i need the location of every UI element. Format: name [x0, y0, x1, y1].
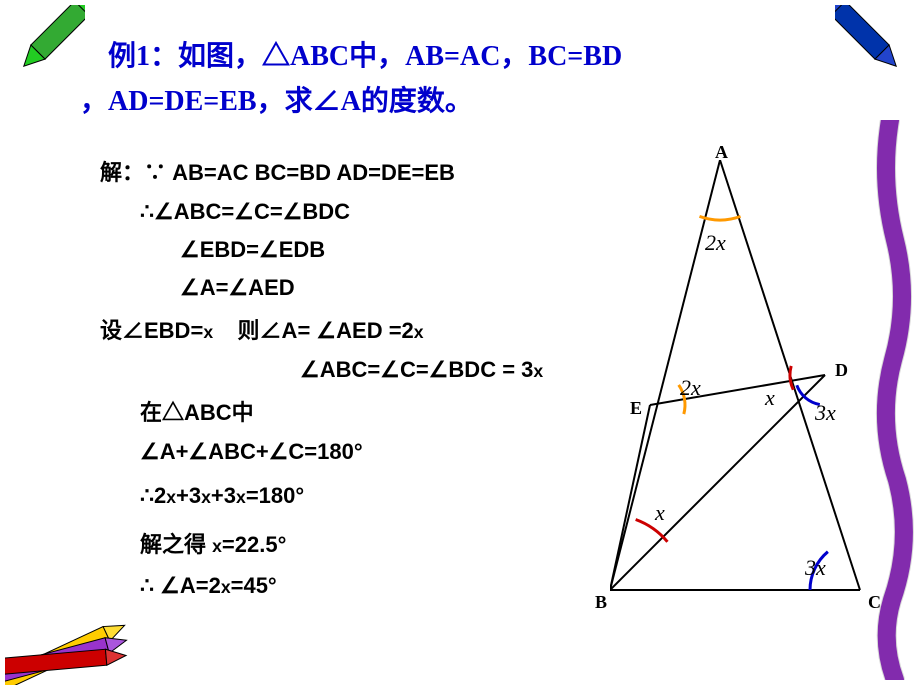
angle-label-a2x_E: 2x — [680, 375, 701, 401]
proof-l5: 设∠EBD=x 则∠A= ∠AED =2x — [90, 313, 543, 345]
angle-label-a2x_top: 2x — [705, 230, 726, 256]
crayon-group-icon — [5, 585, 165, 685]
title-line1: 例1：如图，△ABC中，AB=AC，BC=BD — [80, 41, 622, 72]
proof-l3: ∠EBD=∠EDB — [90, 237, 543, 263]
proof-l8: ∠A+∠ABC+∠C=180° — [90, 439, 543, 465]
proof-l1: 解：∵ AB=AC BC=BD AD=DE=EB — [90, 155, 543, 187]
vertex-D: D — [835, 360, 848, 381]
vertex-A: A — [715, 142, 728, 163]
angle-label-a3x_C: 3x — [805, 555, 826, 581]
crayon-purple-wavy-icon — [875, 120, 915, 680]
proof-l9: ∴2x+3x+3x=180° — [90, 483, 543, 509]
proof-body: 解：∵ AB=AC BC=BD AD=DE=EB ∴∠ABC=∠C=∠BDC ∠… — [90, 155, 543, 611]
vertex-E: E — [630, 398, 642, 419]
example-title: 例1：如图，△ABC中，AB=AC，BC=BD ，AD=DE=EB，求∠A的度数… — [80, 35, 860, 125]
angle-label-a3x_D: 3x — [815, 400, 836, 426]
angle-label-ax_D: x — [765, 385, 775, 411]
title-line2: ，AD=DE=EB，求∠A的度数。 — [80, 86, 473, 117]
triangle-diagram: ABCDE 2x2xx3xx3x — [610, 160, 900, 630]
proof-l6: ∠ABC=∠C=∠BDC = 3x — [90, 357, 543, 383]
proof-l10: 解之得 x=22.5° — [90, 527, 543, 559]
proof-l2: ∴∠ABC=∠C=∠BDC — [90, 199, 543, 225]
proof-l4: ∠A=∠AED — [90, 275, 543, 301]
diagram-svg — [610, 160, 900, 630]
crayon-blue-icon — [835, 5, 915, 85]
vertex-B: B — [595, 592, 607, 613]
proof-l7: 在△ABC中 — [90, 395, 543, 427]
angle-label-ax_B: x — [655, 500, 665, 526]
crayon-green-icon — [5, 5, 85, 85]
